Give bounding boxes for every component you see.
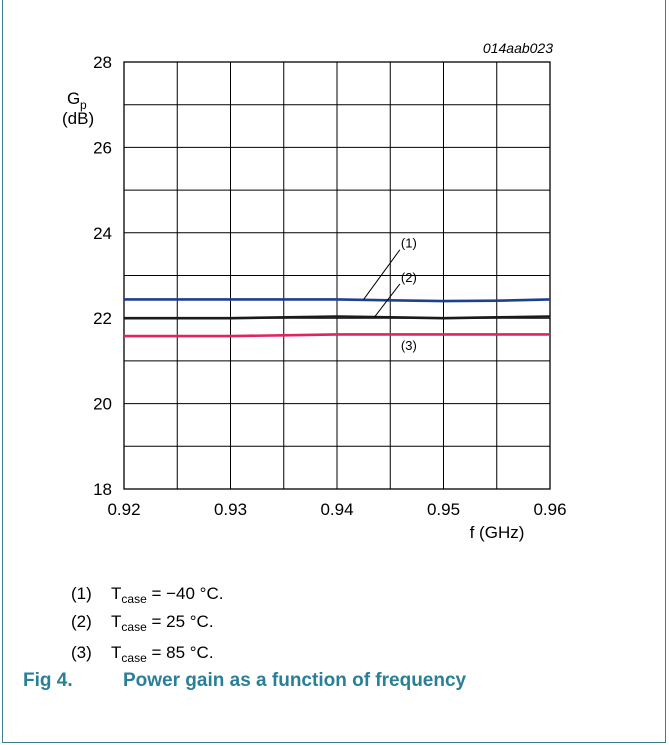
y-tick-label: 18 bbox=[93, 480, 112, 499]
note-3: (3) Tcase = 85 °C. bbox=[71, 643, 214, 665]
figure-caption: Fig 4. Power gain as a function of freque… bbox=[23, 670, 466, 692]
y-tick-label: 20 bbox=[93, 395, 112, 414]
x-tick-label: 0.94 bbox=[320, 500, 353, 519]
note-2-num: (2) bbox=[71, 612, 92, 631]
note-1-t: T bbox=[111, 584, 122, 603]
note-3-text: = 85 °C. bbox=[146, 643, 214, 662]
figure-number: Fig 4. bbox=[23, 670, 73, 691]
series-line-2 bbox=[124, 315, 551, 320]
note-1-num: (1) bbox=[71, 584, 92, 603]
annotation-leader-1 bbox=[363, 249, 401, 300]
note-3-t: T bbox=[111, 643, 122, 662]
y-tick-label: 26 bbox=[93, 138, 112, 157]
note-2: (2) Tcase = 25 °C. bbox=[71, 612, 214, 634]
x-tick-label: 0.96 bbox=[533, 500, 566, 519]
note-1-sub: case bbox=[121, 592, 147, 606]
note-3-num: (3) bbox=[71, 643, 92, 662]
y-axis-label-subscript: p bbox=[80, 98, 87, 112]
plot-area bbox=[123, 61, 551, 490]
note-2-text: = 25 °C. bbox=[146, 612, 214, 631]
figure-code: 014aab023 bbox=[483, 40, 553, 56]
figure-title: Power gain as a function of frequency bbox=[123, 670, 467, 691]
note-2-t: T bbox=[111, 612, 122, 631]
x-tick-label: 0.92 bbox=[107, 500, 140, 519]
x-tick-label: 0.93 bbox=[214, 500, 247, 519]
annotation-label-3: (3) bbox=[401, 338, 417, 353]
note-1: (1) Tcase = −40 °C. bbox=[71, 584, 223, 606]
y-tick-label: 22 bbox=[93, 309, 112, 328]
annotation-leader-2 bbox=[373, 283, 401, 318]
note-2-sub: case bbox=[121, 620, 147, 634]
x-tick-label: 0.95 bbox=[427, 500, 460, 519]
series-line-1 bbox=[124, 298, 551, 303]
note-1-text: = −40 °C. bbox=[146, 584, 224, 603]
y-tick-label: 24 bbox=[93, 224, 112, 243]
y-axis-label: G bbox=[67, 89, 80, 108]
y-axis-unit: (dB) bbox=[62, 109, 94, 128]
annotation-label-2: (2) bbox=[401, 270, 417, 285]
note-3-sub: case bbox=[121, 651, 147, 665]
x-axis-label: f (GHz) bbox=[470, 523, 525, 542]
annotation-label-1: (1) bbox=[401, 236, 417, 251]
y-tick-label: 28 bbox=[93, 53, 112, 72]
series-line-3 bbox=[124, 333, 550, 338]
